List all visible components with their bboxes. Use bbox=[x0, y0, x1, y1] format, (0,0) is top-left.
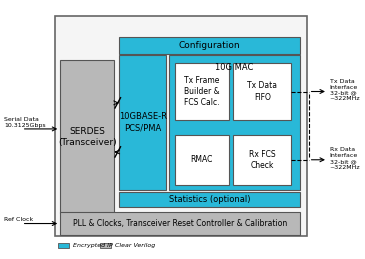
Text: Encrypted IP: Encrypted IP bbox=[73, 243, 113, 248]
Bar bbox=[169, 55, 300, 190]
Text: Serial Data
10.3125Gbps: Serial Data 10.3125Gbps bbox=[4, 117, 46, 128]
Bar bbox=[119, 55, 166, 190]
Bar bbox=[55, 16, 307, 236]
Text: Tx Frame
Builder &
FCS Calc.: Tx Frame Builder & FCS Calc. bbox=[184, 76, 220, 107]
Text: RMAC: RMAC bbox=[191, 155, 213, 164]
Bar bbox=[233, 135, 291, 185]
Text: Statistics (optional): Statistics (optional) bbox=[169, 195, 250, 204]
Bar bbox=[58, 243, 69, 248]
Bar bbox=[174, 62, 229, 120]
Text: Ref Clock: Ref Clock bbox=[4, 217, 34, 222]
Bar bbox=[174, 135, 229, 185]
Text: PLL & Clocks, Transceiver Reset Controller & Calibration: PLL & Clocks, Transceiver Reset Controll… bbox=[73, 219, 287, 228]
Text: 10G MAC: 10G MAC bbox=[215, 62, 254, 71]
Bar bbox=[60, 212, 300, 235]
Text: Tx Data
Interface
32-bit @
~322MHz: Tx Data Interface 32-bit @ ~322MHz bbox=[330, 79, 360, 102]
Text: Tx Data
FIFO: Tx Data FIFO bbox=[247, 81, 277, 102]
Bar bbox=[100, 243, 111, 248]
Bar bbox=[119, 192, 300, 207]
Text: 10GBASE-R
PCS/PMA: 10GBASE-R PCS/PMA bbox=[119, 112, 166, 132]
Bar bbox=[119, 37, 300, 54]
Text: Clear Verilog: Clear Verilog bbox=[115, 243, 155, 248]
Text: SERDES
(Transceiver): SERDES (Transceiver) bbox=[58, 127, 117, 147]
Bar bbox=[60, 60, 115, 213]
Bar bbox=[233, 62, 291, 120]
Text: Rx FCS
Check: Rx FCS Check bbox=[249, 150, 276, 170]
Text: Configuration: Configuration bbox=[178, 41, 240, 50]
Text: Rx Data
Interface
32-bit @
~322MHz: Rx Data Interface 32-bit @ ~322MHz bbox=[330, 147, 360, 170]
